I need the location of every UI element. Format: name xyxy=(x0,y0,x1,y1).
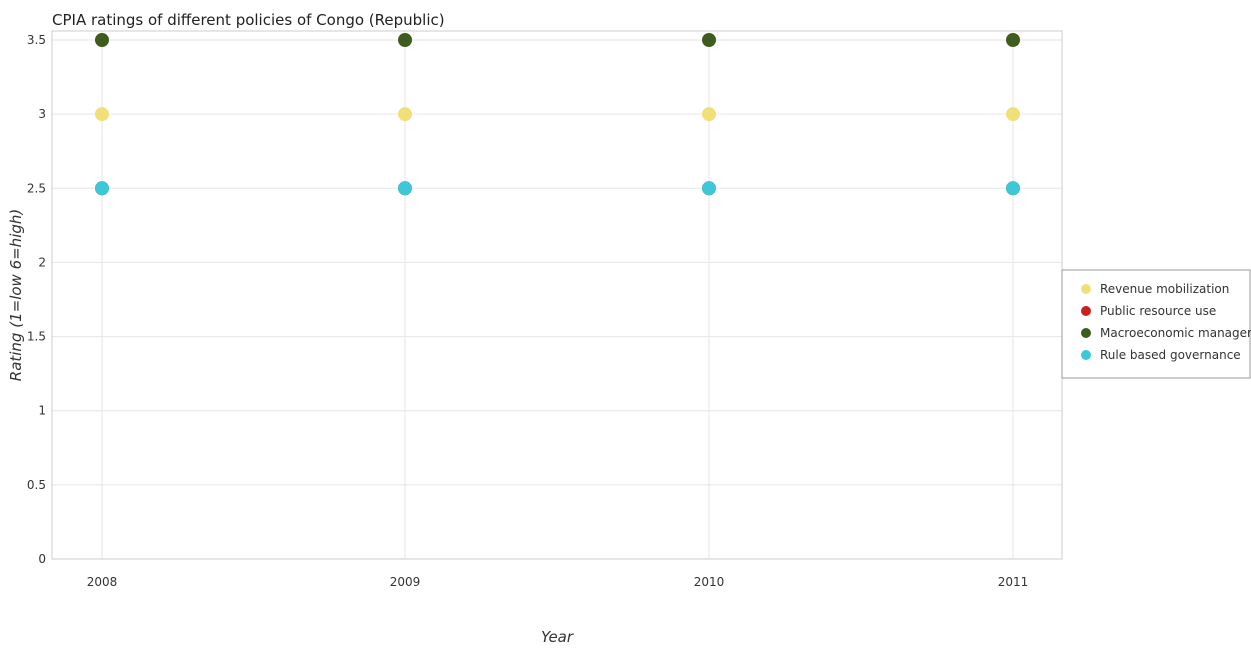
chart-title: CPIA ratings of different policies of Co… xyxy=(52,11,445,29)
legend-label: Rule based governance xyxy=(1100,348,1241,362)
y-tick-label: 1.5 xyxy=(27,330,46,344)
data-point-rule-based-governance xyxy=(702,181,716,196)
legend-label: Public resource use xyxy=(1100,304,1216,318)
data-points xyxy=(95,33,1020,196)
y-axis-title: Rating (1=low 6=high) xyxy=(7,209,25,381)
y-tick-label: 2.5 xyxy=(27,181,46,195)
data-point-rule-based-governance xyxy=(398,181,412,196)
x-tick-label: 2011 xyxy=(998,575,1029,589)
data-point-macroeconomic-management xyxy=(398,33,412,47)
plot-area xyxy=(51,30,1063,560)
legend-marker xyxy=(1081,328,1091,338)
x-tick-label: 2008 xyxy=(87,575,118,589)
data-point-macroeconomic-management xyxy=(95,33,109,47)
data-point-revenue-mobilization xyxy=(702,107,716,122)
y-tick-label: 2 xyxy=(38,255,46,269)
y-tick-label: 0 xyxy=(38,552,46,566)
legend: Revenue mobilization Public resource use M… xyxy=(1061,269,1251,379)
x-axis-ticks: 2008 2009 2010 2011 xyxy=(87,575,1029,589)
legend-marker xyxy=(1081,284,1091,294)
x-tick-label: 2010 xyxy=(694,575,725,589)
data-point-macroeconomic-management xyxy=(1006,33,1020,47)
legend-label: Macroeconomic management xyxy=(1100,326,1251,340)
legend-label: Revenue mobilization xyxy=(1100,282,1229,296)
data-point-macroeconomic-management xyxy=(702,33,716,47)
x-axis-title: Year xyxy=(541,628,574,646)
data-point-revenue-mobilization xyxy=(95,107,109,122)
y-tick-label: 3 xyxy=(38,107,46,121)
gridlines xyxy=(52,31,1062,560)
x-tick-label: 2009 xyxy=(390,575,421,589)
legend-box xyxy=(1061,269,1251,379)
legend-marker xyxy=(1081,350,1091,360)
data-point-rule-based-governance xyxy=(1006,181,1020,196)
data-point-revenue-mobilization xyxy=(398,107,412,122)
data-point-revenue-mobilization xyxy=(1006,107,1020,122)
y-axis-ticks: 0 0.5 1 1.5 2 2.5 3 3.5 xyxy=(27,33,46,566)
y-tick-label: 1 xyxy=(38,404,46,418)
y-tick-label: 3.5 xyxy=(27,33,46,47)
legend-marker xyxy=(1081,306,1091,316)
y-tick-label: 0.5 xyxy=(27,478,46,492)
data-point-rule-based-governance xyxy=(95,181,109,196)
